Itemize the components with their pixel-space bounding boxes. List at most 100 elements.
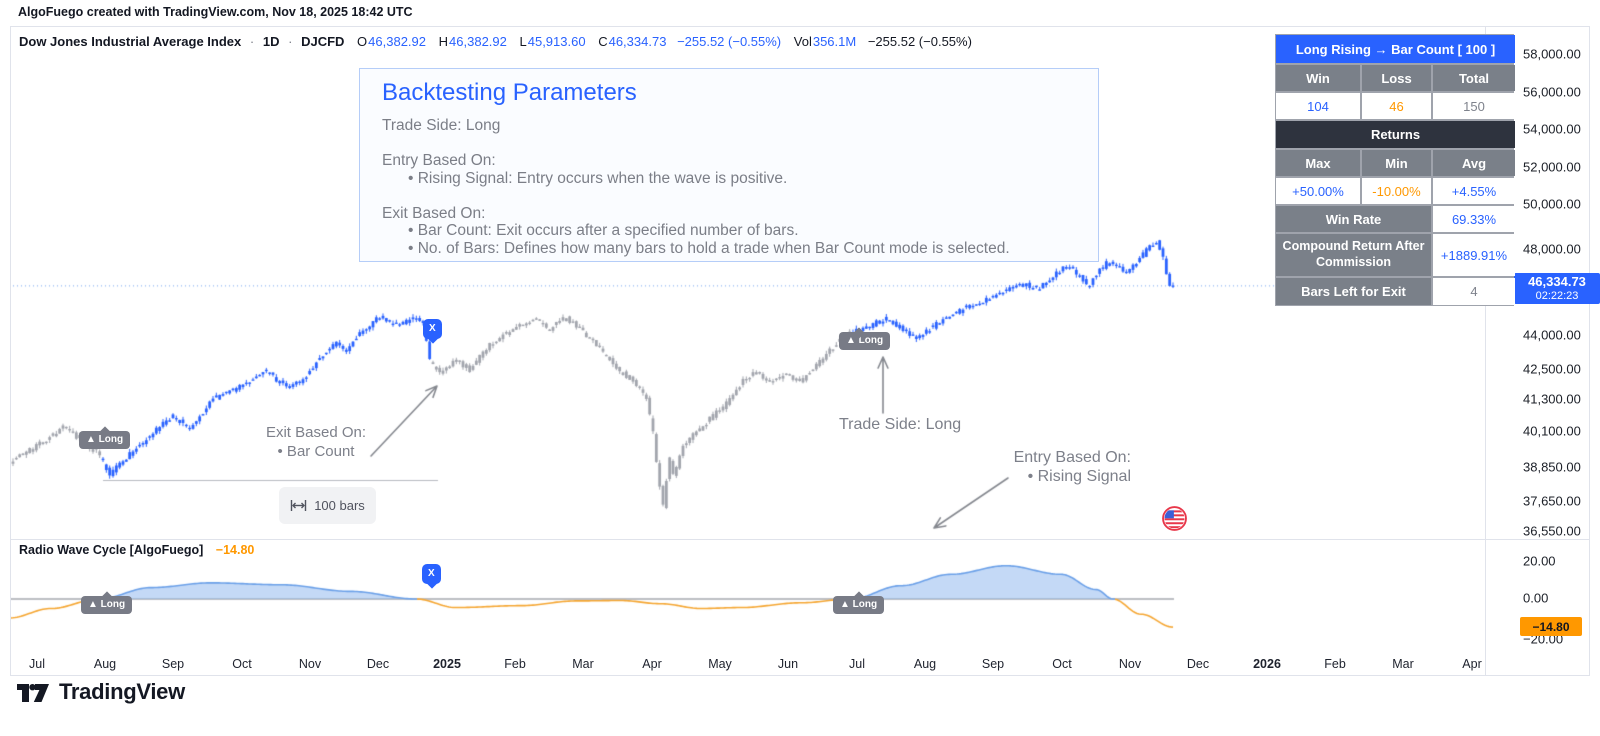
measure-label: 100 bars — [314, 498, 365, 513]
volume-value: 356.1M — [812, 34, 857, 49]
table-title: Long Rising → Bar Count [ 100 ] — [1276, 35, 1515, 63]
indicator-value-badge: −14.80 — [1520, 617, 1582, 636]
price-tick-label: 42,500.00 — [1523, 361, 1581, 377]
indicator-value: −14.80 — [215, 543, 255, 557]
interval: 1D — [262, 34, 280, 49]
price-tick-label: 36,550.00 — [1523, 523, 1581, 539]
backtesting-line: Entry Based On: — [382, 152, 496, 169]
change-value-dark: −255.52 (−0.55%) — [867, 34, 972, 49]
price-tick-label: 40,100.00 — [1523, 423, 1581, 439]
col-header-loss: Loss — [1362, 65, 1431, 91]
time-tick-label: Sep — [161, 657, 185, 671]
price-tick-label: 48,000.00 — [1523, 241, 1581, 257]
price-tick-label: 37,650.00 — [1523, 493, 1581, 509]
exit-marker: X — [423, 319, 442, 344]
col-header-min: Min — [1362, 150, 1431, 176]
entry-note-line1: Entry Based On: — [1013, 449, 1131, 466]
time-tick-label: Oct — [232, 657, 252, 671]
col-header-max: Max — [1276, 150, 1360, 176]
col-header-total: Total — [1433, 65, 1515, 91]
price-tick-label: 58,000.00 — [1523, 46, 1581, 62]
avg-return: +4.55% — [1433, 178, 1515, 204]
loss-count: 46 — [1362, 93, 1431, 119]
backtesting-line: Trade Side: Long — [382, 117, 501, 134]
col-header-win: Win — [1276, 65, 1360, 91]
backtesting-title: Backtesting Parameters — [382, 79, 637, 106]
time-tick-label: Sep — [981, 657, 1005, 671]
price-tick-label: 38,850.00 — [1523, 459, 1581, 475]
measure-icon — [291, 500, 307, 511]
compound-return-value: +1889.91% — [1433, 234, 1515, 276]
bars-left-value: 4 — [1433, 278, 1515, 305]
low-label: L — [519, 34, 527, 49]
backtesting-line: Exit Based On: — [382, 204, 486, 222]
price-tick-label: 20.00 — [1523, 553, 1556, 569]
time-tick-label: Jun — [777, 657, 799, 671]
change-value: −255.52 (−0.55%) — [677, 34, 782, 49]
separator-dot: · — [288, 34, 293, 49]
compound-return-label: Compound Return After Commission — [1276, 234, 1431, 276]
long-entry-marker: ▲ Long — [79, 426, 131, 449]
close-label: C — [598, 34, 608, 49]
price-tick-label: 54,000.00 — [1523, 121, 1581, 137]
time-tick-label: Dec — [366, 657, 390, 671]
price-tick-label: 44,000.00 — [1523, 327, 1581, 343]
attribution-bar: AlgoFuego created with TradingView.com, … — [18, 5, 413, 19]
trade-side-note: Trade Side: Long — [839, 416, 962, 433]
entry-note-line2: • Rising Signal — [1027, 468, 1131, 485]
price-tick-label: 50,000.00 — [1523, 196, 1581, 212]
long-entry-marker: ▲ Long — [839, 327, 891, 350]
max-return: +50.00% — [1276, 178, 1360, 204]
indicator-legend: Radio Wave Cycle [AlgoFuego] −14.80 — [19, 543, 254, 557]
volume-label: Vol — [793, 34, 812, 49]
time-tick-label: Jul — [29, 657, 45, 671]
exit-marker-label: X — [429, 323, 436, 334]
pane-separator — [11, 539, 1589, 540]
price-tick-label: 56,000.00 — [1523, 84, 1581, 100]
close-value: 46,334.73 — [608, 34, 667, 49]
symbol-name: Dow Jones Industrial Average Index — [19, 34, 242, 49]
separator-dot: · — [249, 34, 255, 49]
indicator-title: Radio Wave Cycle [AlgoFuego] — [19, 543, 204, 557]
low-value: 45,913.60 — [527, 34, 586, 49]
time-tick-label: Feb — [1324, 657, 1346, 671]
measure-tool-label[interactable]: 100 bars — [279, 487, 376, 524]
price-axis[interactable]: 46,334.73 02:22:23 −14.80 58,000.00 56,00… — [1485, 27, 1600, 675]
time-tick-label: 2025 — [433, 657, 461, 671]
last-price-badge: 46,334.73 02:22:23 — [1514, 273, 1600, 304]
backtest-stats-table: Long Rising → Bar Count [ 100 ] Win Loss… — [1275, 34, 1515, 306]
bars-left-label: Bars Left for Exit — [1276, 278, 1431, 305]
time-tick-label: Mar — [572, 657, 594, 671]
open-value: 46,382.92 — [368, 34, 427, 49]
time-tick-label: Aug — [913, 657, 937, 671]
time-tick-label: May — [708, 657, 732, 671]
time-tick-label: Nov — [298, 657, 322, 671]
win-rate-label: Win Rate — [1276, 206, 1431, 232]
price-tick-label: 52,000.00 — [1523, 159, 1581, 175]
exit-marker-label: X — [428, 568, 435, 579]
last-price-value: 46,334.73 — [1528, 274, 1586, 289]
backtesting-line: • No. of Bars: Defines how many bars to … — [408, 239, 1010, 257]
backtesting-parameters-note: Backtesting Parameters Trade Side: Long E… — [359, 68, 1099, 262]
us-flag-icon — [1162, 506, 1187, 536]
time-axis[interactable]: Jul Aug Sep Oct Nov Dec 2025 Feb Mar Apr May Jun Jul… — [11, 651, 1485, 677]
chart-widget: Dow Jones Industrial Average Index · 1D … — [10, 26, 1600, 677]
time-tick-label: Aug — [93, 657, 117, 671]
time-tick-label: Jul — [849, 657, 865, 671]
col-header-avg: Avg — [1433, 150, 1515, 176]
long-marker-label: ▲ Long — [846, 335, 884, 346]
total-count: 150 — [1433, 93, 1515, 119]
time-tick-label: Dec — [1186, 657, 1210, 671]
backtesting-line: • Bar Count: Exit occurs after a specifi… — [408, 222, 799, 239]
tradingview-brand-text: TradingView — [59, 679, 185, 704]
time-tick-label: Apr — [1462, 657, 1482, 671]
bar-countdown: 02:22:23 — [1535, 290, 1579, 302]
backtesting-line: • Rising Signal: Entry occurs when the w… — [408, 169, 788, 187]
tradingview-logo-icon — [17, 684, 49, 702]
long-entry-marker-indicator: ▲ Long — [81, 591, 133, 614]
win-count: 104 — [1276, 93, 1360, 119]
backtesting-lines: Trade Side: Long Entry Based On: • Rising … — [382, 117, 1098, 257]
time-tick-label: Apr — [642, 657, 662, 671]
time-tick-label: Feb — [504, 657, 526, 671]
long-marker-label: ▲ Long — [840, 599, 878, 610]
